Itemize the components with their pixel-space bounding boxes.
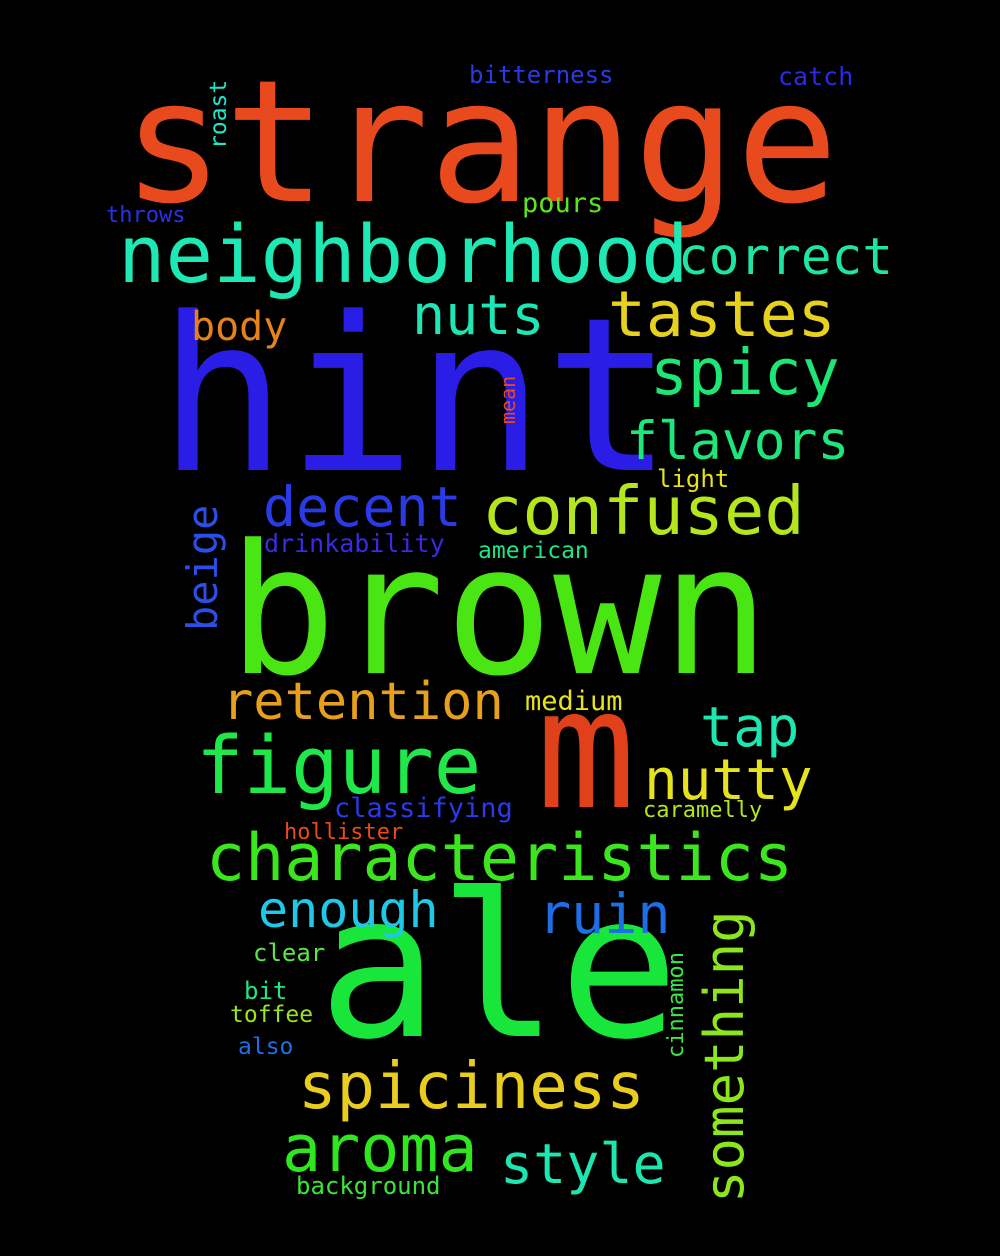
word-spiciness: spiciness <box>298 1050 645 1124</box>
word-roast: roast <box>206 79 232 149</box>
word-body: body <box>191 304 288 350</box>
word-bitterness: bitterness <box>469 61 614 89</box>
word-throws: throws <box>106 203 186 228</box>
word-nutty: nutty <box>644 748 813 813</box>
word-medium: medium <box>525 686 623 717</box>
word-drinkability: drinkability <box>264 529 445 558</box>
word-bit: bit <box>244 977 288 1005</box>
word-confused: confused <box>482 472 805 550</box>
word-toffee: toffee <box>230 1002 314 1028</box>
word-style: style <box>500 1132 666 1196</box>
word-clear: clear <box>253 939 326 967</box>
word-decent: decent <box>263 475 462 539</box>
word-correct: correct <box>678 228 893 287</box>
word-tastes: tastes <box>608 278 836 351</box>
word-flavors: flavors <box>626 411 850 472</box>
word-brown: brown <box>228 507 770 716</box>
word-mean: mean <box>496 375 520 424</box>
word-classifying: classifying <box>334 793 513 824</box>
word-also: also <box>238 1034 294 1060</box>
word-american: american <box>478 538 589 564</box>
word-nuts: nuts <box>412 283 545 347</box>
word-caramelly: caramelly <box>643 798 763 823</box>
word-m: m <box>536 654 636 847</box>
word-spicy: spicy <box>650 336 840 409</box>
word-catch: catch <box>778 62 854 91</box>
word-beige: beige <box>178 504 227 631</box>
word-neighborhood: neighborhood <box>118 209 689 301</box>
word-hollister: hollister <box>284 820 404 845</box>
word-background: background <box>296 1172 441 1200</box>
word-aroma: aroma <box>282 1112 478 1187</box>
word-hint: hint <box>158 272 674 521</box>
word-something: something <box>693 910 756 1203</box>
word-tap: tap <box>700 695 800 759</box>
word-characteristics: characteristics <box>206 821 793 896</box>
word-ruin: ruin <box>538 882 671 946</box>
word-cinnamon: cinnamon <box>664 952 689 1058</box>
word-retention: retention <box>222 672 504 732</box>
word-light: light <box>657 465 730 493</box>
word-enough: enough <box>258 881 439 939</box>
word-pours: pours <box>522 188 604 219</box>
word-ale: ale <box>318 851 680 1084</box>
word-figure: figure <box>196 720 482 812</box>
word-strange: strange <box>122 44 839 242</box>
